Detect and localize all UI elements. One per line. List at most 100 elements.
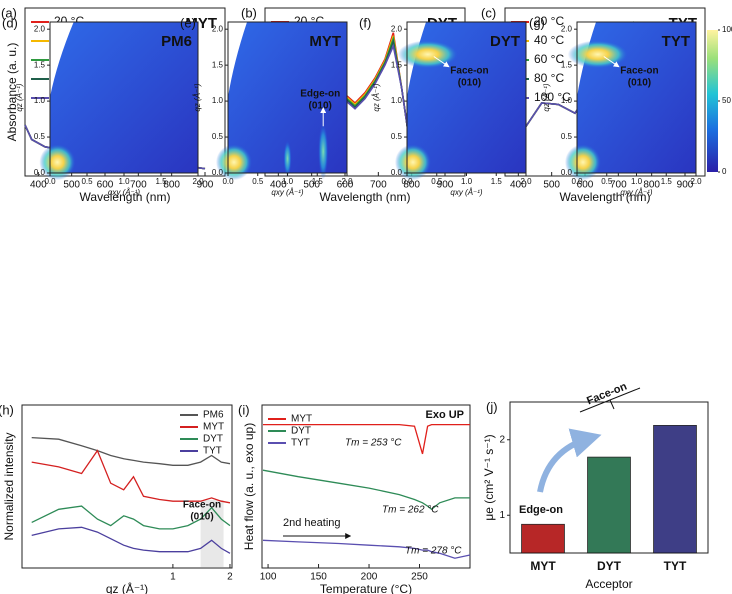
annotation: Face-on [450,66,488,77]
series-line [31,436,231,466]
series-line [31,449,231,504]
intensity-spot [39,144,76,181]
x-tick-label: 2.0 [341,177,353,186]
x-tick-label: 700 [610,180,627,191]
x-tick-label: 700 [370,180,387,191]
colorbar-tick-label: 50 [722,96,731,105]
x-tick-label: 800 [643,180,660,191]
y-tick-label: 0.0 [391,168,403,177]
annotation: Edge-on [519,504,563,516]
x-tick-label: 0.0 [222,177,234,186]
x-tick-label: 2.0 [690,177,702,186]
intensity-spot [215,144,252,181]
y-tick-label: 1.0 [34,96,46,105]
intensity-spot [567,40,628,69]
y-tick-label: 2.0 [212,24,224,33]
x-tick-label: 150 [310,572,327,583]
x-tick-label: 600 [97,180,114,191]
annotation: Face-on [620,66,658,77]
intensity-spot [283,140,292,177]
x-tick-label: MYT [530,559,556,573]
x-tick-label: 800 [163,180,180,191]
x-tick-label: 1.0 [461,177,473,186]
x-axis-label: Wavelength (nm) [560,190,651,204]
x-axis-label: Wavelength (nm) [320,190,411,204]
missing-wedge [577,22,597,97]
y-axis-label: Heat flow (a. u., exo up) [242,423,256,550]
y-tick-label: 1.0 [212,96,224,105]
y-tick-label: 1.5 [212,60,224,69]
bracket [579,387,641,413]
x-tick-label: 1.5 [661,177,673,186]
intensity-spot [564,144,601,181]
x-tick-label: 0.5 [252,177,264,186]
missing-wedge [50,22,74,97]
x-tick-label: 0.5 [431,177,443,186]
series-line [263,423,470,455]
y-tick-label: 1.5 [391,60,403,69]
colorbar [707,30,718,172]
legend-label: MYT [291,414,312,425]
x-tick-label: 800 [403,180,420,191]
arrow [603,56,620,68]
x-tick-label: TYT [664,559,687,573]
series-line [262,539,471,559]
x-tick-label: 0.0 [44,177,56,186]
x-tick-label: 1.5 [491,177,503,186]
intensity-spot [318,123,329,180]
x-axis-label: Temperature (°C) [320,582,412,594]
colorbar-tick-label: 100 [722,25,732,34]
plot-frame [261,404,471,569]
x-tick-label: 0.5 [81,177,93,186]
panel-label: (h) [0,402,14,417]
colorbar-tick-label: 0 [722,167,727,176]
y-tick-label: 2.0 [561,24,573,33]
x-tick-label: 500 [63,180,80,191]
x-tick-label: 0.5 [601,177,613,186]
x-axis-label: qxy (Å⁻¹) [108,188,141,197]
x-tick-label: 2 [227,572,233,583]
series-line [31,526,231,554]
y-tick-label: 1.5 [561,60,573,69]
annotation: Face-on [585,380,629,407]
y-axis-label: Absorbance (a. u.) [5,43,19,142]
series-line [262,469,470,511]
y-axis-label: qz (Å⁻¹) [372,83,381,112]
y-tick-label: 1 [499,510,505,521]
legend-label: 40 °C [534,33,564,47]
panel-label: (d) [2,15,18,30]
legend-label: MYT [203,422,224,433]
legend-label: TYT [291,438,310,449]
y-tick-label: 1.5 [34,60,46,69]
x-tick-label: 900 [197,180,214,191]
panel-title: DYT [490,33,520,50]
panel-label: (i) [238,402,250,417]
x-tick-label: 500 [303,180,320,191]
panel-title: TYT [662,33,690,50]
bar [587,456,631,554]
x-tick-label: 1.5 [155,177,167,186]
x-axis-label: qz (Å⁻¹) [106,581,148,594]
x-tick-label: 600 [337,180,354,191]
x-tick-label: DYT [597,559,622,573]
legend-label: DYT [291,426,311,437]
x-tick-label: 600 [577,180,594,191]
annotation: (010) [628,78,651,89]
intensity-spot [397,40,458,69]
x-tick-label: 1.0 [282,177,294,186]
y-axis-label: qz (Å⁻¹) [193,83,202,112]
missing-wedge [407,22,427,97]
x-tick-label: 0.0 [571,177,583,186]
highlight-band [200,500,224,567]
x-axis-label: qxy (Å⁻¹) [450,188,483,197]
series-line [31,505,231,530]
panel-title: PM6 [161,33,192,50]
legend-label: 20 °C [534,14,564,28]
y-tick-label: 0.0 [34,168,46,177]
y-tick-label: 2.0 [391,24,403,33]
panel-label: (g) [529,15,545,30]
x-tick-label: 250 [411,572,428,583]
x-tick-label: 1 [170,572,176,583]
y-axis-label: Normalized intensity [2,432,16,540]
